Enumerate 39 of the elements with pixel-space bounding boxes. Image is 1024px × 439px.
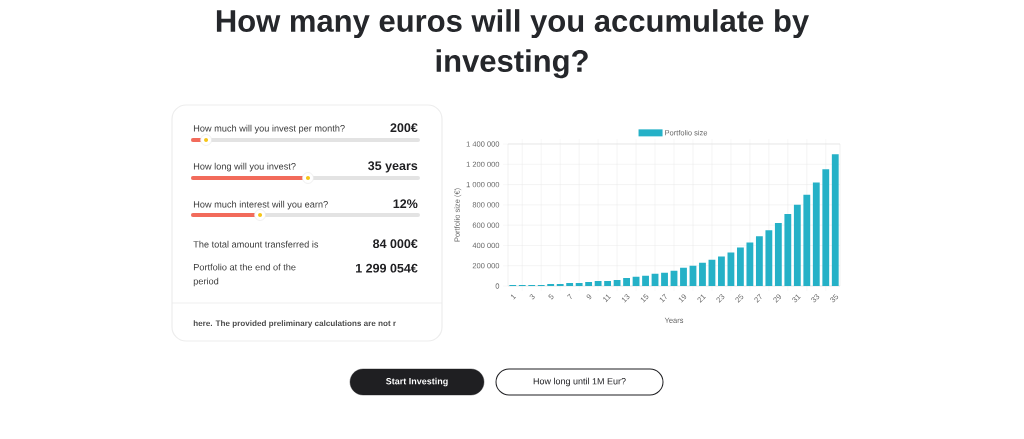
bar	[718, 256, 725, 286]
text: Start Investing	[386, 377, 448, 387]
bar	[661, 272, 668, 286]
bar	[623, 277, 630, 286]
text: 84 000€	[373, 239, 418, 249]
bar	[831, 154, 839, 286]
bar	[822, 169, 830, 286]
bar	[803, 194, 811, 286]
bar	[784, 213, 792, 286]
bar	[547, 283, 555, 286]
text: How much will you invest per month?	[193, 124, 345, 134]
bar	[585, 281, 593, 286]
bar	[812, 182, 820, 286]
bar	[755, 236, 763, 286]
bar	[699, 262, 706, 286]
text: The total amount transferred is	[193, 240, 319, 248]
bar	[642, 275, 649, 286]
bar	[613, 279, 621, 286]
text: 200€	[390, 123, 418, 133]
bar	[793, 204, 801, 286]
text: 12%	[393, 199, 418, 209]
text: How much interest will you earn?	[193, 200, 328, 210]
bar	[604, 280, 612, 286]
text: here. The provided preliminary calculations are not r	[193, 320, 396, 328]
text: How long will you invest?	[193, 162, 296, 172]
bar	[680, 267, 687, 286]
text: 1 299 054€	[356, 263, 418, 273]
bar	[556, 283, 564, 286]
bar	[575, 282, 583, 286]
bar	[746, 242, 754, 286]
bar	[736, 247, 744, 286]
text: 35 years	[368, 161, 418, 173]
bar	[765, 230, 773, 286]
chart-title: How many euros will you accumulate by investing?	[216, 9, 809, 79]
bar	[594, 280, 602, 286]
text: How long until 1M Eur?	[533, 377, 626, 387]
bar	[566, 282, 574, 286]
text: Portfolio at the end of the period	[193, 263, 296, 287]
bar	[774, 223, 782, 286]
